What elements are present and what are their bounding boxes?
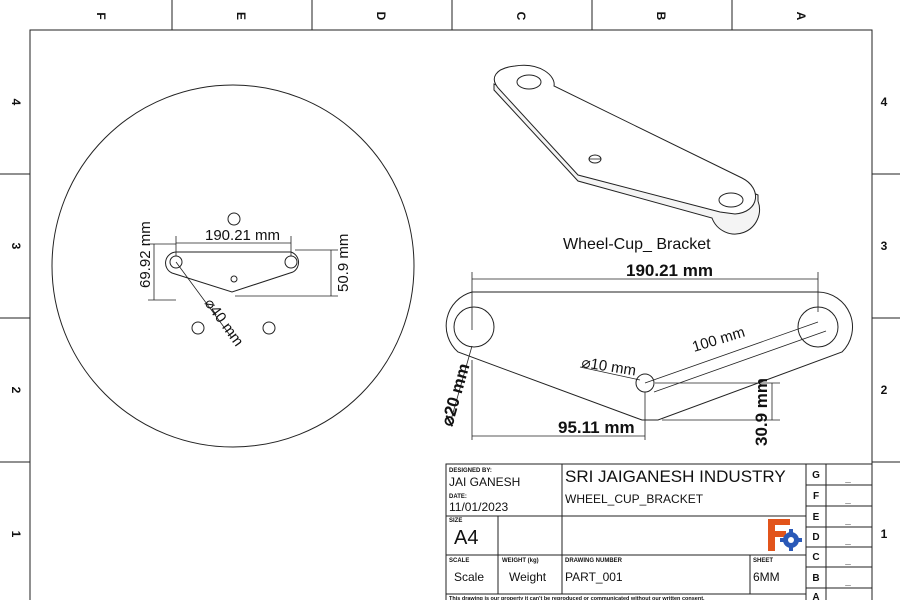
zone-right-4: 4 [881,95,888,109]
revision-value: _ [844,515,851,526]
revision-value: _ [844,535,851,546]
dim-detail-width: 190.21 mm [626,261,713,280]
scale-label: SCALE [449,558,469,564]
zone-top-a: A [794,12,808,21]
zone-top-b: B [654,12,668,21]
weight-label: WEIGHT (kg) [502,558,539,564]
zone-left-2: 2 [9,387,23,394]
wheel-disc [51,84,415,448]
dim-detail-small-hole: ⌀10 mm [580,354,637,379]
revision-letter: A [812,592,819,600]
date-label: DATE: [449,494,467,500]
part-title: WHEEL_CUP_BRACKET [565,492,704,506]
ownership-notice: This drawing is our property it can't be… [449,596,705,600]
bracket-hole-right [284,255,298,269]
zone-labels-right: 4 3 2 1 [881,95,888,541]
revision-letter: G [812,470,820,481]
disc-hole-bottom-right [262,321,276,335]
bracket-hole-center [230,275,238,283]
revision-value: _ [844,555,851,566]
revision-letter: B [812,573,819,584]
revision-letter: C [812,552,819,563]
revision-table: G F E D C B A _ _ _ _ _ _ _ [812,470,851,600]
dim-detail-half-width: 95.11 mm [558,418,635,437]
detail-bracket-outline [445,291,853,421]
revision-value: _ [844,494,851,505]
dim-top-height-left: 69.92 mm [137,221,154,288]
zone-left-3: 3 [9,243,23,250]
iso-bracket-top [493,64,757,215]
freecad-logo-icon [768,519,802,551]
dim-detail-hole-spacing: 100 mm [690,324,747,356]
zone-right-3: 3 [881,239,888,253]
zone-top-e: E [234,12,248,20]
sheet-value: 6MM [753,570,780,584]
sheet-label: SHEET [753,558,773,564]
disc-hole-top [227,212,241,226]
weight-value: Weight [509,570,547,584]
iso-hole-right [718,192,744,208]
dim-top-width: 190.21 mm [205,227,280,244]
zone-right-1: 1 [881,527,888,541]
zone-labels-left: 4 3 2 1 [9,99,23,538]
zone-right-2: 2 [881,383,888,397]
revision-value: _ [844,473,851,484]
dim-detail-depth: 30.9 mm [752,378,771,446]
zone-left-1: 1 [9,531,23,538]
zone-top-f: F [94,12,108,19]
drawing-number-label: DRAWING NUMBER [565,558,623,564]
iso-hole-left [516,74,542,90]
revision-value: _ [844,576,851,587]
detail-hole-left [453,306,495,348]
disc-hole-bottom-left [191,321,205,335]
dim-top-height-right: 50.9 mm [335,234,352,292]
detail-dimensions [450,272,827,440]
iso-view [493,64,761,235]
dim-top-diameter: ⌀40 mm [201,295,247,349]
size-value: A4 [454,527,478,549]
designed-by-label: DESIGNED BY: [449,468,492,474]
date-value: 11/01/2023 [449,500,508,514]
bracket-outline-small [165,251,299,293]
title-block [445,463,873,600]
scale-value: Scale [454,570,484,584]
designed-by-value: JAI GANESH [449,475,520,489]
revision-letter: F [813,491,819,502]
drawing-number-value: PART_001 [565,570,623,584]
revision-value: _ [844,595,851,600]
revision-letter: D [812,532,819,543]
zone-top-c: C [514,12,528,21]
size-label: SIZE [449,518,462,524]
revision-letter: E [813,512,820,523]
top-view: 190.21 mm 69.92 mm 50.9 mm ⌀40 mm [51,84,415,448]
detail-view: 190.21 mm 100 mm ⌀10 mm ⌀20 mm 95.11 mm … [438,261,853,446]
company-name: SRI JAIGANESH INDUSTRY [565,467,786,486]
zone-left-4: 4 [9,99,23,106]
top-view-dimensions [148,236,338,339]
dim-detail-end-hole: ⌀20 mm [438,361,474,428]
iso-view-label: Wheel-Cup_ Bracket [563,236,711,253]
zone-labels-top: F E D C B A [94,12,808,21]
zone-top-d: D [374,12,388,21]
